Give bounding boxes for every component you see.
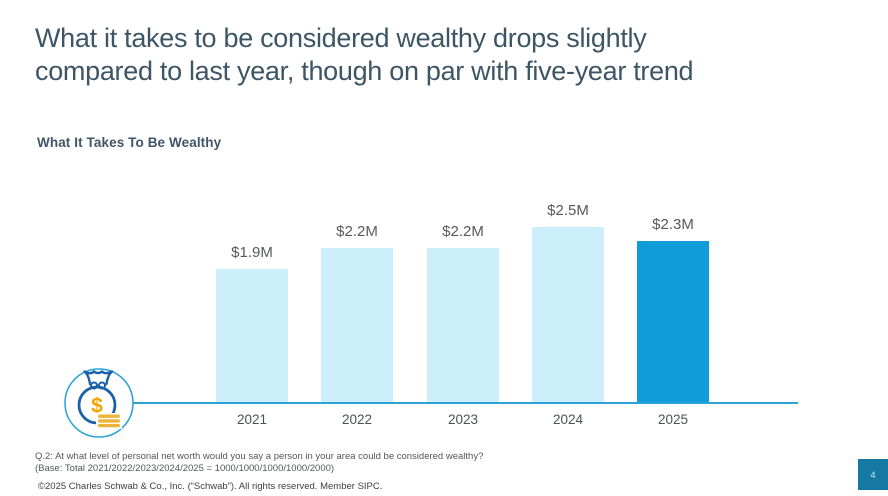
- category-label-2021: 2021: [236, 412, 268, 427]
- bar-2025: [637, 241, 709, 402]
- bar-2021: [216, 269, 288, 402]
- bar-value-label-2023: $2.2M: [442, 223, 484, 240]
- chart-title: What It Takes To Be Wealthy: [37, 135, 222, 150]
- bar-value-label-2022: $2.2M: [336, 223, 378, 240]
- bar-value-label-2024: $2.5M: [547, 202, 589, 219]
- bag-knot-right: [98, 381, 106, 390]
- copyright-text: ©2025 Charles Schwab & Co., Inc. (“Schwa…: [38, 481, 383, 492]
- bar-2022: [321, 248, 393, 402]
- x-axis-line: [131, 402, 798, 404]
- coin-bar: [98, 419, 120, 423]
- category-label-2022: 2022: [341, 412, 373, 427]
- category-label-2025: 2025: [657, 412, 689, 427]
- bar-2024: [532, 227, 604, 402]
- dollar-sign: $: [91, 395, 103, 418]
- footnote-base: (Base: Total 2021/2022/2023/2024/2025 = …: [35, 462, 335, 474]
- bar-2023: [427, 248, 499, 402]
- coin-bar: [98, 423, 120, 428]
- category-label-2024: 2024: [552, 412, 584, 427]
- footnote-block: Q.2: At what level of personal net worth…: [35, 451, 483, 474]
- footnote-question: Q.2: At what level of personal net worth…: [35, 451, 484, 462]
- bar-value-label-2021: $1.9M: [231, 244, 273, 261]
- bar-value-label-2025: $2.3M: [652, 216, 694, 233]
- coin-bar: [98, 414, 120, 418]
- bag-knot-left: [90, 381, 98, 390]
- money-bag-icon: $: [64, 368, 134, 438]
- money-bag-top: [83, 370, 114, 386]
- page-number-badge: 4: [858, 459, 888, 490]
- category-label-2023: 2023: [447, 412, 479, 427]
- slide-title: What it takes to be considered wealthy d…: [35, 23, 694, 86]
